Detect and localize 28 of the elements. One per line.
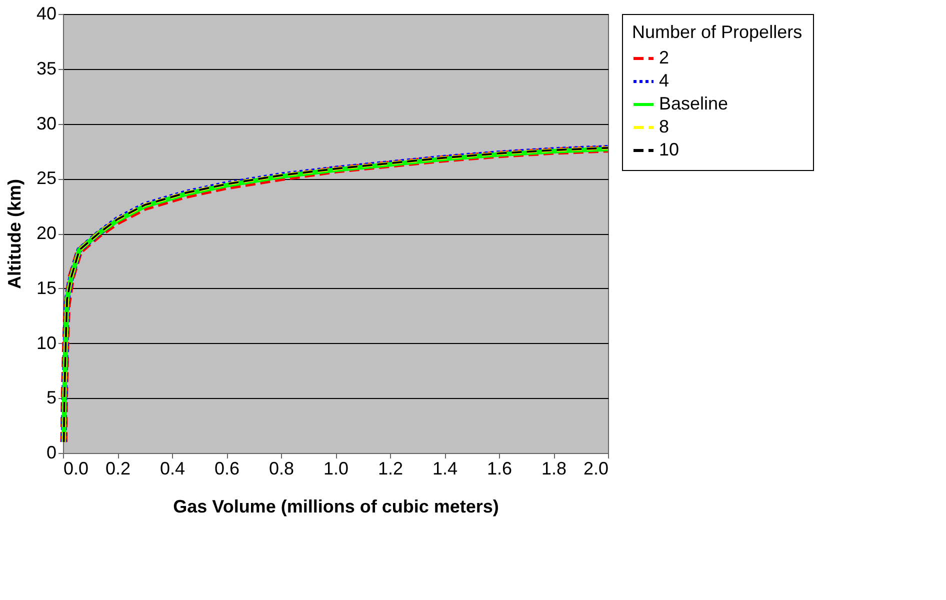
- y-axis-title: Altitude (km): [4, 179, 24, 289]
- y-tick-label: 20: [36, 223, 56, 243]
- x-tick-label: 1.6: [486, 458, 512, 478]
- legend-label: 2: [659, 48, 670, 68]
- x-tick-label: 2.0: [583, 458, 608, 478]
- legend-label: 4: [659, 70, 670, 90]
- y-tick-label: 10: [36, 332, 56, 353]
- x-tick-label: 0.2: [105, 458, 131, 478]
- legend-title: Number of Propellers: [632, 22, 802, 42]
- y-tick-label: 40: [36, 4, 56, 24]
- y-tick-label: 15: [36, 278, 56, 298]
- y-tick-label: 30: [36, 113, 56, 134]
- x-tick-label: 0.6: [214, 458, 240, 478]
- x-tick-label: 1.8: [541, 458, 567, 478]
- legend-label: 10: [659, 140, 680, 160]
- x-tick-label: 0.0: [64, 458, 89, 478]
- y-tick-label: 5: [46, 388, 56, 408]
- legend-label: Baseline: [659, 94, 728, 114]
- x-tick-label: 0.4: [160, 458, 186, 478]
- x-tick-label: 1.0: [323, 458, 349, 478]
- y-tick-label: 25: [36, 168, 56, 188]
- x-axis-title: Gas Volume (millions of cubic meters): [173, 496, 499, 516]
- y-tick-label: 35: [36, 58, 56, 78]
- y-tick-label: 0: [46, 442, 56, 462]
- legend-label: 8: [659, 116, 670, 136]
- x-tick-label: 1.4: [432, 458, 458, 478]
- x-tick-label: 1.2: [378, 458, 404, 478]
- x-tick-label: 0.8: [268, 458, 294, 478]
